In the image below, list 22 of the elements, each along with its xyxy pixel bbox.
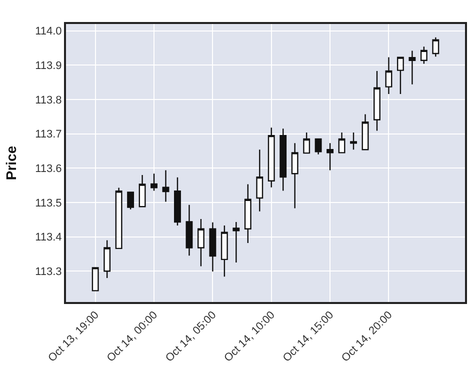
candlestick [232, 221, 240, 264]
candlestick [326, 142, 334, 171]
candlestick [174, 176, 181, 226]
y-tick-label: 113.7 [35, 128, 62, 141]
candlestick [408, 50, 416, 85]
y-tick-label: 113.4 [35, 232, 62, 244]
y-tick-label: 113.3 [35, 266, 62, 278]
y-tick-label: 114.0 [35, 26, 62, 38]
candlestick [127, 192, 134, 210]
candlestick [162, 170, 170, 202]
candlestick [314, 138, 322, 156]
y-tick-label: 113.5 [35, 197, 62, 210]
candlestick [186, 204, 193, 256]
y-tick-label: 113.8 [35, 94, 62, 106]
candlestick [280, 128, 287, 192]
candlestick [150, 173, 158, 192]
candlestick [209, 222, 216, 272]
y-tick-label: 113.9 [35, 60, 62, 72]
candlestick [432, 36, 440, 58]
y-axis-title: Price [3, 146, 20, 180]
candlestick [350, 132, 357, 150]
y-tick-label: 113.6 [35, 163, 62, 175]
